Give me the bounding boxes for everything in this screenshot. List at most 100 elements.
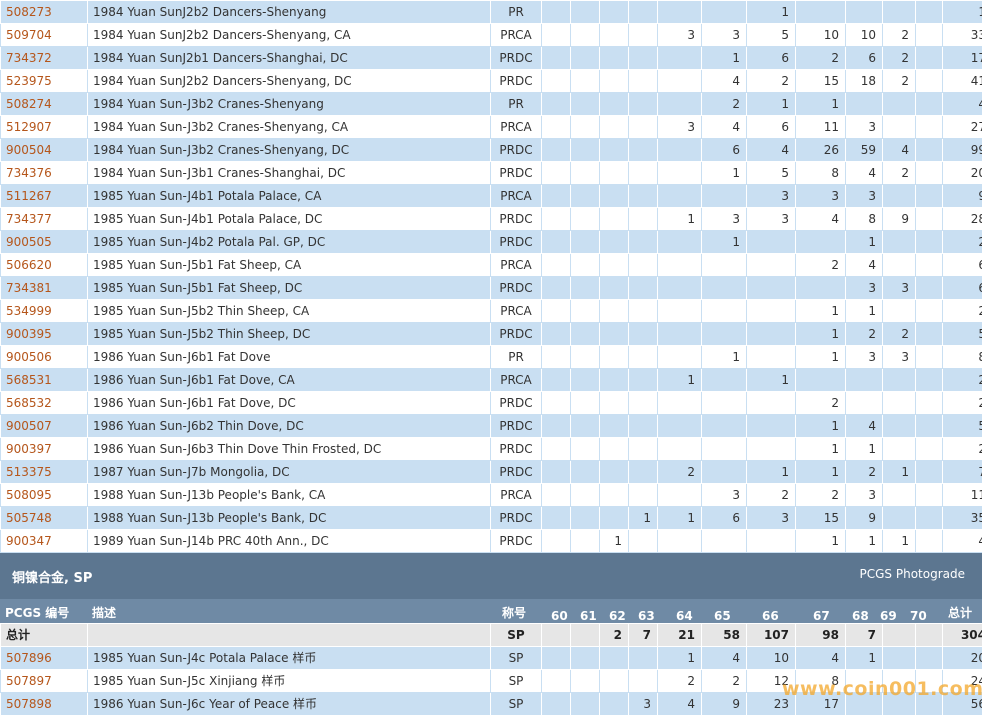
designation-cell: PRCA — [490, 368, 542, 392]
header-grade-69[interactable]: 69 — [880, 609, 897, 623]
header-grade-68[interactable]: 68 — [852, 609, 869, 623]
total-cell: 7 — [942, 460, 982, 484]
pcgs-number-link[interactable]: 900506 — [6, 350, 52, 364]
grade-count-cell — [657, 322, 702, 346]
grade-count-cell — [657, 529, 702, 553]
table-row: 900505 1985 Yuan Sun-J4b2 Potala Pal. GP,… — [0, 230, 982, 254]
grade-count-cell: 3 — [882, 345, 916, 369]
pcgs-number-link[interactable]: 900505 — [6, 235, 52, 249]
grade-count-cell — [570, 207, 600, 231]
grade-count-cell — [701, 184, 747, 208]
pcgs-number-link[interactable]: 513375 — [6, 465, 52, 479]
header-total[interactable]: 总计 — [948, 606, 973, 620]
pcgs-number-cell: 734372 — [0, 46, 88, 70]
grade-count-cell — [915, 460, 943, 484]
header-grade-64[interactable]: 64 — [676, 609, 693, 623]
pcgs-number-link[interactable]: 900504 — [6, 143, 52, 157]
pcgs-number-link[interactable]: 511267 — [6, 189, 52, 203]
pcgs-number-link[interactable]: 508095 — [6, 488, 52, 502]
pcgs-number-link[interactable]: 900397 — [6, 442, 52, 456]
pcgs-number-link[interactable]: 568532 — [6, 396, 52, 410]
grade-count-cell — [570, 368, 600, 392]
total-cell: 27 — [942, 115, 982, 139]
grade-count-cell: 11 — [795, 115, 846, 139]
table-row: 734376 1984 Yuan Sun-J3b1 Cranes-Shanghai… — [0, 161, 982, 185]
designation-cell: PRDC — [490, 529, 542, 553]
pcgs-number-link[interactable]: 734377 — [6, 212, 52, 226]
grade-count-cell — [701, 322, 747, 346]
header-grade-62[interactable]: 62 — [609, 609, 626, 623]
pcgs-number-link[interactable]: 734376 — [6, 166, 52, 180]
grade-count-cell: 1 — [628, 506, 658, 530]
table-row: 506620 1985 Yuan Sun-J5b1 Fat Sheep, CA PR… — [0, 253, 982, 277]
grade-count-cell — [541, 391, 571, 415]
header-pcgs-number[interactable]: PCGS 编号 — [5, 606, 70, 620]
pcgs-number-link[interactable]: 509704 — [6, 28, 52, 42]
grade-count-cell — [541, 483, 571, 507]
pcgs-number-link[interactable]: 734372 — [6, 51, 52, 65]
header-grade-66[interactable]: 66 — [762, 609, 779, 623]
designation-cell: PRDC — [490, 207, 542, 231]
pcgs-number-cell: 534999 — [0, 299, 88, 323]
pcgs-number-link[interactable]: 507896 — [6, 651, 52, 665]
total-cell: 28 — [942, 207, 982, 231]
pcgs-number-link[interactable]: 523975 — [6, 74, 52, 88]
grade-count-cell: 6 — [701, 138, 747, 162]
header-grade-65[interactable]: 65 — [714, 609, 731, 623]
header-grade-67[interactable]: 67 — [813, 609, 830, 623]
grade-count-cell — [628, 138, 658, 162]
grade-count-cell — [882, 115, 916, 139]
pcgs-number-link[interactable]: 508274 — [6, 97, 52, 111]
grade-count-cell: 1 — [599, 529, 629, 553]
header-grade-60[interactable]: 60 — [551, 609, 568, 623]
pcgs-number-link[interactable]: 900347 — [6, 534, 52, 548]
pcgs-number-link[interactable]: 505748 — [6, 511, 52, 525]
grade-count-cell — [882, 483, 916, 507]
totals-grade-69 — [882, 623, 916, 647]
grade-count-cell: 3 — [845, 483, 883, 507]
header-grade-63[interactable]: 63 — [638, 609, 655, 623]
description-cell: 1986 Yuan Sun-J6b1 Fat Dove, DC — [87, 391, 491, 415]
grade-count-cell — [915, 46, 943, 70]
grade-count-cell — [915, 345, 943, 369]
pcgs-number-link[interactable]: 508273 — [6, 5, 52, 19]
description-cell: 1985 Yuan Sun-J5b1 Fat Sheep, CA — [87, 253, 491, 277]
pcgs-number-link[interactable]: 734381 — [6, 281, 52, 295]
pcgs-number-link[interactable]: 507898 — [6, 697, 52, 711]
header-designation[interactable]: 称号 — [502, 606, 527, 620]
grade-count-cell — [570, 138, 600, 162]
pcgs-number-link[interactable]: 507897 — [6, 674, 52, 688]
grade-count-cell — [541, 230, 571, 254]
grade-count-cell — [541, 161, 571, 185]
grade-count-cell: 17 — [795, 692, 846, 716]
grade-count-cell — [570, 184, 600, 208]
designation-cell: SP — [490, 669, 542, 693]
grade-count-cell — [541, 276, 571, 300]
header-grade-70[interactable]: 70 — [910, 609, 927, 623]
totals-designation: SP — [490, 623, 542, 647]
grade-count-cell: 2 — [701, 92, 747, 116]
grade-count-cell — [915, 391, 943, 415]
pcgs-number-cell: 511267 — [0, 184, 88, 208]
pcgs-number-link[interactable]: 506620 — [6, 258, 52, 272]
pcgs-number-link[interactable]: 534999 — [6, 304, 52, 318]
grade-count-cell: 3 — [845, 184, 883, 208]
total-cell: 99 — [942, 138, 982, 162]
designation-cell: PR — [490, 345, 542, 369]
photograde-link[interactable]: PCGS Photograde — [859, 567, 965, 581]
pcgs-number-link[interactable]: 568531 — [6, 373, 52, 387]
grade-count-cell — [915, 299, 943, 323]
grade-count-cell — [541, 207, 571, 231]
designation-cell: PRDC — [490, 414, 542, 438]
grade-count-cell: 15 — [795, 506, 846, 530]
pcgs-number-link[interactable]: 512907 — [6, 120, 52, 134]
pcgs-number-link[interactable]: 900507 — [6, 419, 52, 433]
header-grade-61[interactable]: 61 — [580, 609, 597, 623]
pcgs-number-link[interactable]: 900395 — [6, 327, 52, 341]
grade-count-cell — [599, 646, 629, 670]
grade-count-cell — [657, 230, 702, 254]
header-description[interactable]: 描述 — [92, 606, 117, 620]
grade-count-cell — [657, 69, 702, 93]
table-row: 505748 1988 Yuan Sun-J13b People's Bank, … — [0, 506, 982, 530]
